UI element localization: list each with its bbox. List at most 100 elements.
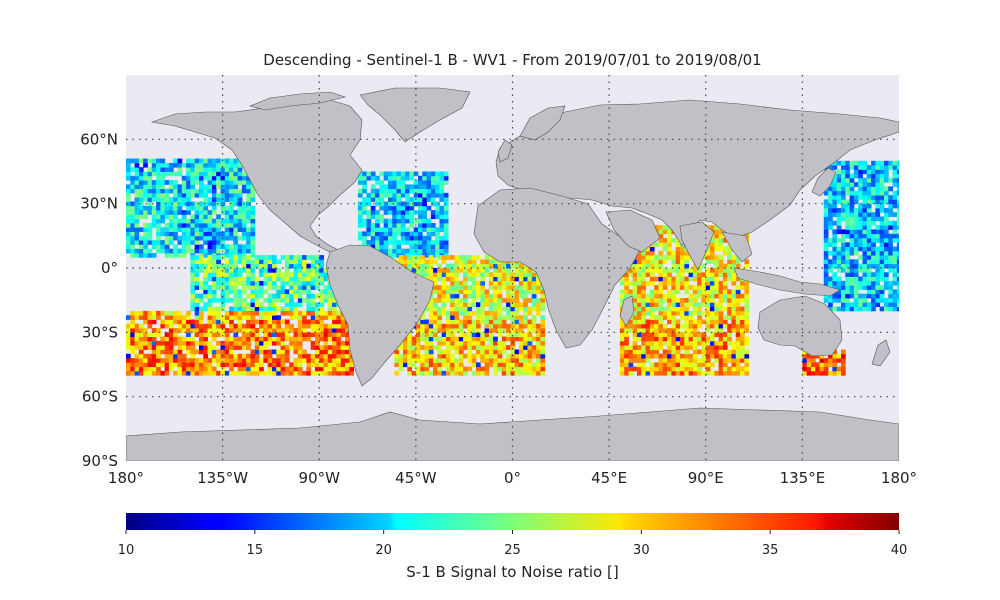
snr-cell <box>420 362 425 368</box>
snr-cell <box>488 319 494 325</box>
snr-cell <box>428 353 434 359</box>
snr-cell <box>731 259 737 265</box>
snr-cell <box>199 162 204 168</box>
snr-cell <box>454 362 460 368</box>
snr-cell <box>345 349 350 355</box>
snr-cell <box>156 370 161 376</box>
snr-cell <box>327 289 333 295</box>
snr-cell <box>151 353 157 359</box>
snr-cell <box>527 370 533 376</box>
snr-cell <box>684 268 689 273</box>
snr-cell <box>892 169 898 175</box>
snr-cell <box>684 319 689 325</box>
snr-cell <box>250 205 256 211</box>
snr-cell <box>518 306 524 312</box>
snr-cell <box>398 345 404 350</box>
snr-cell <box>207 201 213 207</box>
snr-cell <box>246 214 251 220</box>
snr-cell <box>168 162 174 168</box>
snr-cell <box>211 370 217 376</box>
snr-cell <box>147 184 153 190</box>
snr-cell <box>164 336 170 342</box>
snr-cell <box>177 197 183 202</box>
snr-cell <box>134 205 140 211</box>
snr-cell <box>375 244 380 250</box>
snr-cell <box>289 302 294 307</box>
snr-cell <box>190 280 196 286</box>
snr-cell <box>654 298 659 303</box>
snr-cell <box>237 223 243 228</box>
snr-cell <box>229 184 234 190</box>
snr-cell <box>168 201 174 207</box>
snr-cell <box>845 255 850 260</box>
snr-cell <box>641 358 646 363</box>
snr-cell <box>310 306 316 312</box>
snr-cell <box>641 345 646 350</box>
snr-cell <box>488 272 494 277</box>
snr-cell <box>836 199 842 205</box>
snr-cell <box>203 175 208 181</box>
snr-cell <box>497 263 503 269</box>
snr-cell <box>134 370 140 376</box>
snr-cell <box>207 197 213 202</box>
snr-cell <box>250 231 256 237</box>
snr-cell <box>853 285 859 290</box>
snr-cell <box>315 336 320 342</box>
snr-cell <box>216 285 221 290</box>
snr-cell <box>407 358 412 363</box>
snr-cell <box>871 160 876 166</box>
snr-cell <box>156 201 161 207</box>
snr-cell <box>845 276 850 282</box>
snr-cell <box>832 250 838 256</box>
snr-cell <box>424 358 430 363</box>
snr-cell <box>506 332 511 337</box>
snr-cell <box>233 293 239 299</box>
snr-cell <box>654 268 659 273</box>
snr-cell <box>130 158 135 164</box>
snr-cell <box>207 263 213 269</box>
snr-cell <box>649 293 655 299</box>
snr-cell <box>862 229 868 235</box>
snr-cell <box>819 362 825 368</box>
snr-cell <box>471 332 477 337</box>
snr-cell <box>229 227 234 232</box>
snr-cell <box>130 345 135 350</box>
snr-cell <box>319 276 324 282</box>
snr-cell <box>379 235 385 241</box>
snr-cell <box>531 293 537 299</box>
snr-cell <box>802 366 808 372</box>
snr-cell <box>430 210 436 215</box>
snr-cell <box>194 231 200 237</box>
snr-cell <box>289 272 294 277</box>
snr-cell <box>392 244 397 250</box>
snr-cell <box>293 289 299 295</box>
snr-cell <box>875 255 881 260</box>
snr-cell <box>443 214 449 220</box>
snr-cell <box>233 167 239 172</box>
snr-cell <box>211 218 217 224</box>
snr-cell <box>211 255 217 260</box>
snr-cell <box>514 289 520 295</box>
snr-cell <box>164 201 170 207</box>
snr-cell <box>430 171 436 177</box>
snr-cell <box>394 362 400 368</box>
snr-cell <box>688 353 694 359</box>
snr-cell <box>858 263 863 269</box>
snr-cell <box>718 289 724 295</box>
snr-cell <box>160 248 166 254</box>
snr-cell <box>632 319 638 325</box>
snr-cell <box>203 358 208 363</box>
snr-cell <box>823 255 829 260</box>
snr-cell <box>237 205 243 211</box>
snr-cell <box>476 285 481 290</box>
snr-cell <box>177 223 183 228</box>
snr-cell <box>480 302 485 307</box>
snr-cell <box>458 259 464 265</box>
snr-cell <box>237 201 243 207</box>
snr-cell <box>688 319 694 325</box>
snr-cell <box>705 259 711 265</box>
snr-cell <box>662 285 668 290</box>
snr-cell <box>688 332 694 337</box>
snr-cell <box>276 332 281 337</box>
snr-cell <box>667 370 672 376</box>
